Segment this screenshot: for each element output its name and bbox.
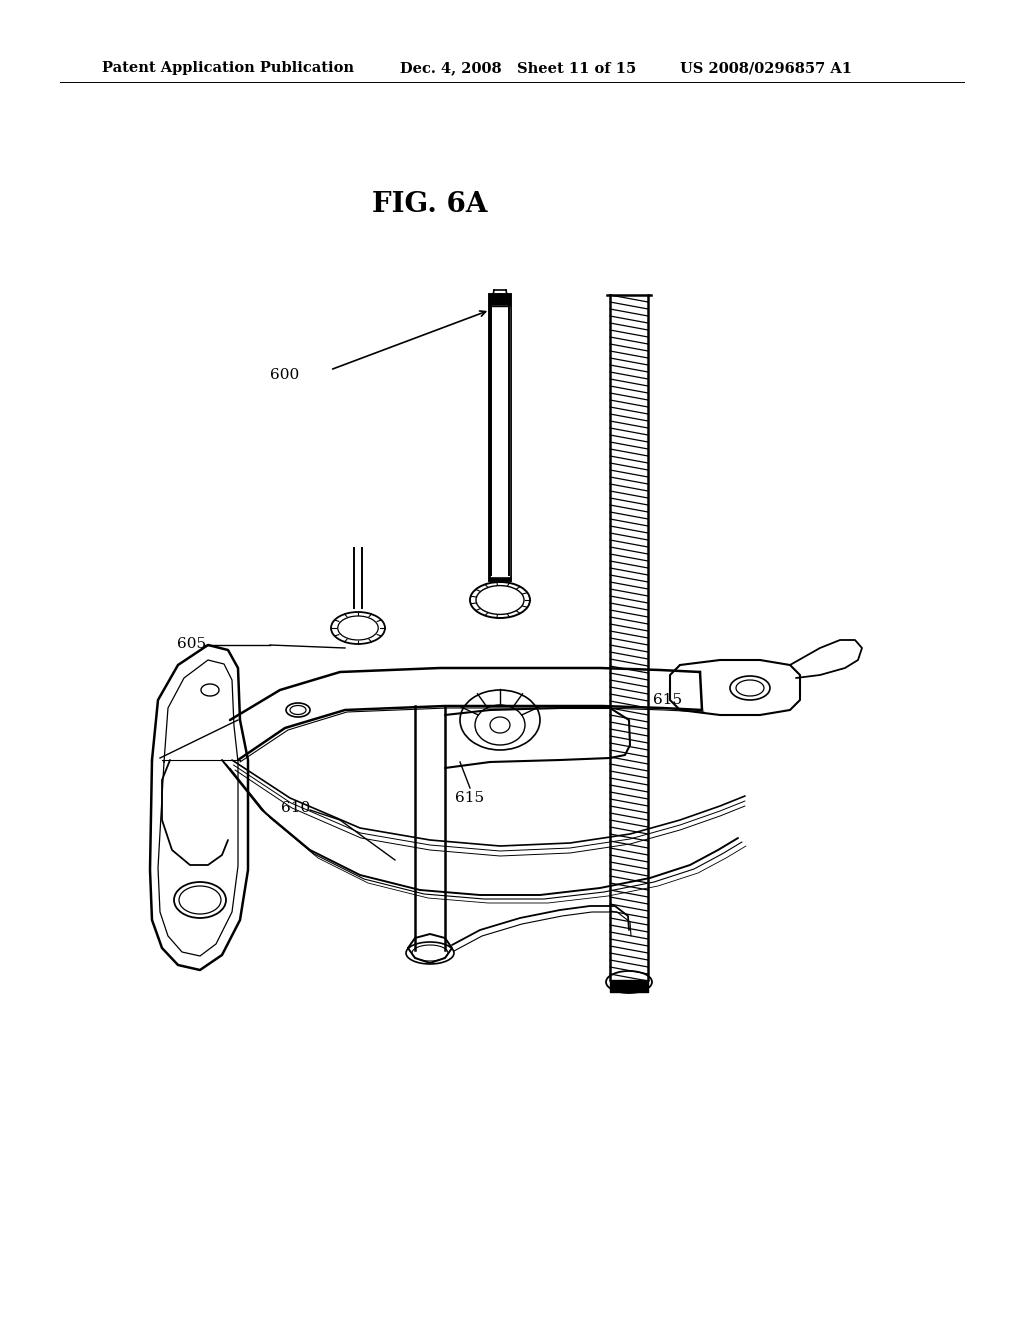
Text: US 2008/0296857 A1: US 2008/0296857 A1 (680, 61, 852, 75)
Text: 610: 610 (282, 801, 310, 814)
Text: 600: 600 (270, 368, 300, 381)
Text: Patent Application Publication: Patent Application Publication (102, 61, 354, 75)
Text: 605: 605 (177, 638, 207, 651)
Text: Dec. 4, 2008   Sheet 11 of 15: Dec. 4, 2008 Sheet 11 of 15 (400, 61, 636, 75)
Text: FIG. 6A: FIG. 6A (373, 191, 487, 218)
Text: 615: 615 (653, 693, 683, 708)
Text: 615: 615 (456, 791, 484, 805)
